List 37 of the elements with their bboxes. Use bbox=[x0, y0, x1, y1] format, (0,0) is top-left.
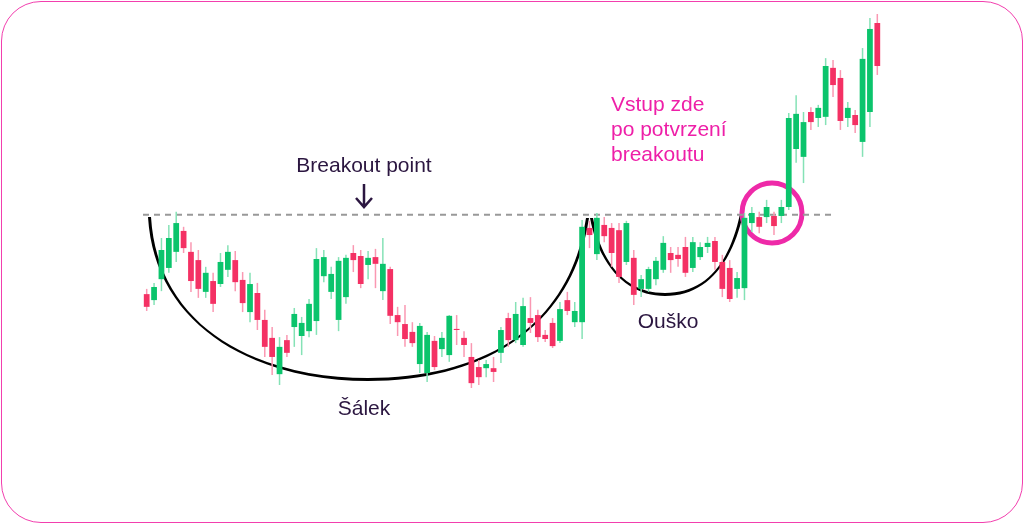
candlestick bbox=[453, 314, 460, 346]
candlestick bbox=[151, 282, 157, 306]
candlestick bbox=[498, 326, 504, 364]
candlestick bbox=[778, 199, 785, 224]
candlestick bbox=[365, 250, 371, 280]
candlestick bbox=[202, 266, 209, 299]
candlestick bbox=[239, 271, 246, 313]
text: Šálek bbox=[336, 395, 392, 420]
candlestick bbox=[852, 109, 859, 134]
annotation: Ouško bbox=[636, 308, 700, 333]
candlestick bbox=[601, 216, 608, 243]
candlestick bbox=[284, 334, 290, 358]
candlestick bbox=[350, 244, 357, 273]
candlestick bbox=[564, 291, 571, 316]
candlestick bbox=[748, 206, 755, 233]
candlestick bbox=[830, 59, 836, 98]
candlestick bbox=[372, 248, 379, 289]
candlestick bbox=[143, 288, 150, 312]
candlestick bbox=[224, 244, 231, 278]
candlestick bbox=[712, 236, 718, 271]
candlestick bbox=[815, 104, 822, 128]
candlestick bbox=[756, 211, 763, 234]
candlestick bbox=[734, 271, 740, 299]
candlestick bbox=[232, 250, 239, 292]
candlestick bbox=[210, 272, 216, 313]
candlestick bbox=[808, 106, 814, 131]
candlestick bbox=[475, 359, 482, 386]
candlestick bbox=[461, 330, 467, 358]
candlestick bbox=[844, 101, 851, 128]
candlestick bbox=[483, 359, 490, 378]
candlestick bbox=[291, 307, 298, 348]
annotation: Vstup zde po potvrzení breakoutu bbox=[611, 91, 728, 166]
candlestick bbox=[505, 312, 512, 348]
candlestick bbox=[490, 356, 497, 383]
candlestick bbox=[771, 211, 777, 236]
candlestick bbox=[638, 274, 645, 298]
annotation: Breakout point bbox=[295, 152, 433, 177]
